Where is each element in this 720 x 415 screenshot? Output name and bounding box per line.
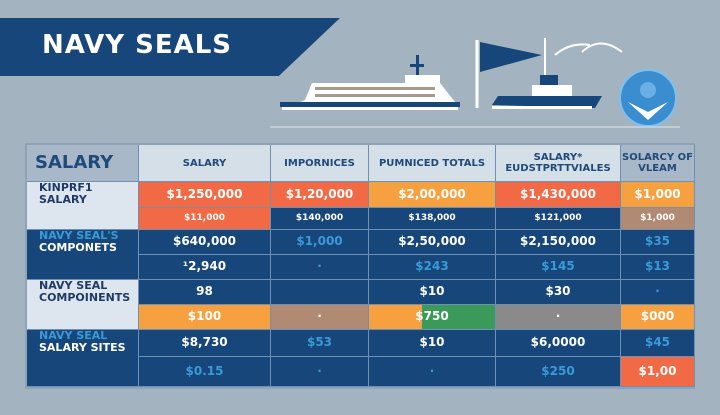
table-cell: $640,000 [139,230,271,255]
table-cell: $30 [496,280,621,305]
table-cell: · [271,305,369,330]
flag-icon [480,42,542,72]
table-cell: $100 [139,305,271,330]
row-label-text: NAVY SEAL'S [39,229,119,242]
table-cell: $250 [496,357,621,387]
table-cell: $1,430,000 [496,182,621,208]
row-label-text: NAVY SEAL [39,329,108,342]
row-label-text: NAVY SEAL [39,279,108,292]
table-cell: $1,000 [621,182,695,208]
table-cell: $53 [271,330,369,357]
navy-illustration [270,38,680,128]
column-header: IMPORNICES [271,145,369,182]
table-cell: $13 [621,255,695,280]
column-header: SALARY [27,145,139,182]
row-label-text: COMPONETS [39,241,117,255]
table-cell: $1,00 [621,357,695,387]
table-cell: ¹2,940 [139,255,271,280]
table-cell: $10 [369,330,496,357]
row-label-text: COMPOINENTS [39,291,131,305]
table-cell: $138,000 [369,208,496,230]
large-ship-icon [280,55,460,110]
salary-table: SALARY SALARY IMPORNICES PUMNICED TOTALS SAL… [25,143,695,389]
table-cell: $35 [621,230,695,255]
table-cell: $6,0000 [496,330,621,357]
table-cell: $10 [369,280,496,305]
row-label-text: KINPRF1 [39,181,93,194]
row-label: KINPRF1 SALARY [27,181,139,230]
table-cell: · [369,357,496,387]
table-cell: 98 [139,280,271,305]
column-header: PUMNICED TOTALS [369,145,496,182]
table-cell: $2,00,000 [369,182,496,208]
row-label-text: SALARY [39,193,87,207]
row-label: NAVY SEAL SALARY SITES [27,329,139,387]
column-header: SALARY [139,145,271,182]
column-header: SALARY* EUDSTPRTTVIALES [496,145,621,182]
table-cell: $000 [621,305,695,330]
table-cell: $121,000 [496,208,621,230]
row-label: NAVY SEAL COMPOINENTS [27,279,139,330]
table-cell: $2,50,000 [369,230,496,255]
table-cell: $11,000 [139,208,271,230]
table-cell: $1,000 [621,208,695,230]
table-cell: $8,730 [139,330,271,357]
table-cell: $1,20,000 [271,182,369,208]
table-cell: $750 [369,305,496,330]
bird-icon [554,42,623,56]
title-banner [0,18,340,76]
table-cell: $243 [369,255,496,280]
row-label-text: SALARY SITES [39,341,126,355]
small-ship-icon [492,38,602,109]
table-cell: · [496,305,621,330]
table-cell: $145 [496,255,621,280]
table-cell: $140,000 [271,208,369,230]
page-title: NAVY SEALS [42,30,233,60]
row-label: NAVY SEAL'S COMPONETS [27,229,139,280]
table-cell: $2,150,000 [496,230,621,255]
table-cell: · [621,280,695,305]
column-header: SOLARCY OF VLEAM [621,145,695,182]
table-cell: $1,000 [271,230,369,255]
table-cell: · [271,255,369,280]
table-cell: $0.15 [139,357,271,387]
table-cell: $45 [621,330,695,357]
navy-seal-emblem-icon [619,69,677,127]
table-cell: · [271,357,369,387]
table-cell: $1,250,000 [139,182,271,208]
table-cell [271,280,369,305]
